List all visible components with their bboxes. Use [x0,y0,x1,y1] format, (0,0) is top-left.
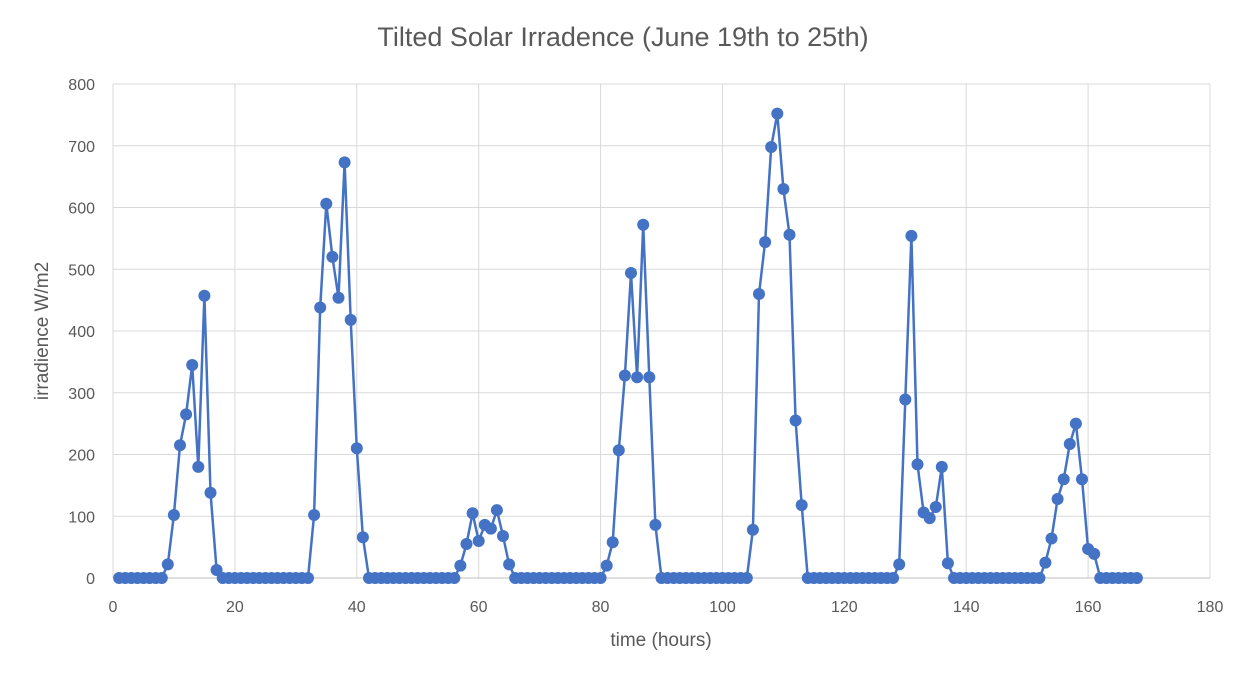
data-point [302,572,314,584]
y-tick-label: 300 [68,386,95,403]
x-tick-label: 40 [348,599,366,616]
data-point [887,572,900,584]
data-point [911,458,924,471]
data-point [448,572,461,584]
data-point [344,313,357,326]
data-point [789,414,802,427]
data-point [759,236,772,249]
data-point [204,486,217,499]
data-point [795,499,808,512]
y-tick-label: 400 [68,324,95,341]
data-point [765,141,778,153]
data-point [503,558,516,571]
data-point [326,250,339,263]
data-point [1130,572,1143,584]
data-point [180,408,193,421]
data-point [631,371,644,384]
data-point [460,538,473,550]
y-tick-label: 700 [68,139,95,156]
x-tick-label: 140 [953,599,980,616]
data-point [643,371,656,384]
data-point [466,507,479,520]
data-point [1069,417,1082,430]
data-point [338,156,351,169]
series-line [119,112,1137,580]
y-tick-label: 600 [68,201,95,218]
y-tick-label: 800 [68,77,95,94]
data-point [174,439,186,452]
data-point [740,572,753,584]
data-point [1039,556,1052,569]
data-point [161,558,174,571]
data-point [625,267,637,279]
data-point [314,301,327,314]
y-tick-label: 0 [86,571,95,588]
x-tick-label: 160 [1075,599,1102,616]
x-tick-label: 100 [709,599,736,616]
x-tick-label: 60 [470,599,488,616]
series-irradience [113,107,1143,584]
data-point [594,572,607,584]
data-point [929,501,942,513]
data-point [490,504,503,517]
y-tick-label: 500 [68,262,95,279]
x-tick-label: 0 [109,599,118,616]
data-point [777,183,790,195]
data-point [1051,493,1064,505]
gridlines [113,83,1211,578]
data-point [893,558,906,571]
data-point [637,218,650,231]
x-tick-label: 20 [226,599,244,616]
data-point [649,518,662,531]
data-point [783,228,796,241]
data-point [155,572,168,584]
data-point [746,523,759,536]
data-point [356,531,369,544]
data-point [753,288,765,300]
data-point [332,291,345,304]
x-tick-label: 180 [1197,599,1224,616]
data-point [192,460,205,473]
data-point [899,393,912,406]
data-point [320,197,333,210]
data-point [472,535,485,547]
data-point [308,509,321,521]
data-point [935,460,948,473]
data-point [941,557,954,570]
data-point [454,559,467,572]
data-point [167,509,180,521]
x-axis-label: time (hours) [610,630,711,651]
data-point [1088,547,1101,560]
data-point [484,522,497,535]
data-point [198,289,211,302]
data-point [612,444,625,457]
data-point [1033,572,1046,584]
y-tick-label: 200 [68,448,95,465]
data-point [923,512,936,525]
data-point [497,530,509,542]
y-tick-label: 100 [68,509,95,526]
data-point [600,559,613,572]
data-point [1076,473,1088,486]
data-point [350,442,363,455]
x-tick-label: 120 [831,599,858,616]
chart-title: Tilted Solar Irradence (June 19th to 25t… [377,22,868,52]
y-axis-label: irradience W/m2 [32,262,53,400]
data-point [618,369,631,382]
data-point [771,107,784,120]
data-point [905,229,918,242]
data-point [1045,532,1058,545]
data-point [186,359,199,371]
data-point [606,536,619,549]
x-tick-label: 80 [592,599,610,616]
data-point [1063,438,1076,450]
data-point [1057,473,1070,486]
